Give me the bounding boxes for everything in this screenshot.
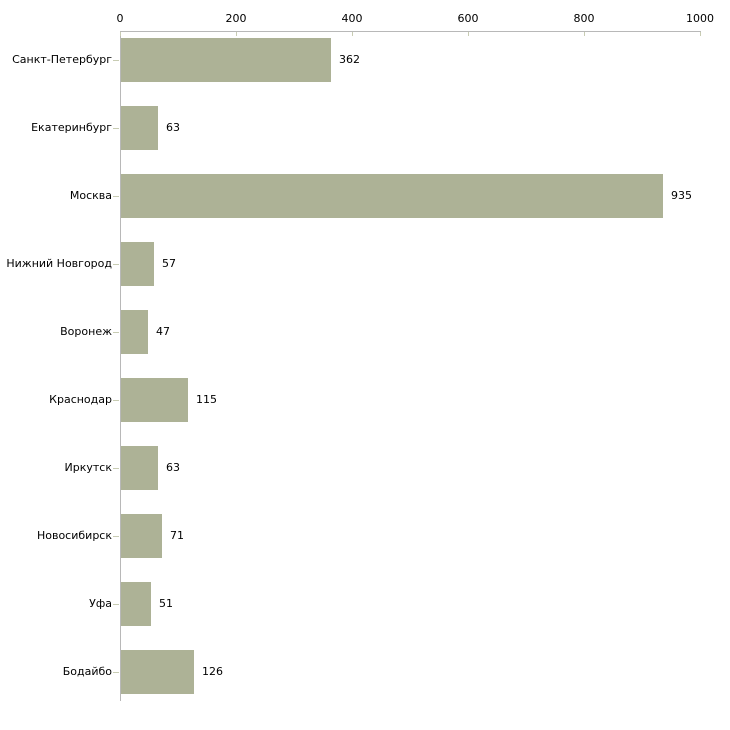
bar-value-label: 362 <box>339 53 360 66</box>
x-axis-tick-label: 0 <box>116 12 124 25</box>
category-label: Уфа <box>89 597 112 610</box>
bar-value-label: 935 <box>671 189 692 202</box>
category-label: Бодайбо <box>62 665 112 678</box>
bar-4 <box>121 242 154 286</box>
bar-value-label: 63 <box>166 461 180 474</box>
x-axis-tick-mark <box>468 32 469 36</box>
x-axis-line <box>120 31 701 32</box>
y-axis-tick-mark <box>113 60 119 61</box>
x-axis-tick-mark <box>120 32 121 36</box>
bar-5 <box>121 310 148 354</box>
category-label: Нижний Новгород <box>6 257 112 270</box>
bar-value-label: 71 <box>170 529 184 542</box>
bar-value-label: 51 <box>159 597 173 610</box>
y-axis-tick-mark <box>113 604 119 605</box>
category-label: Санкт-Петербург <box>12 53 112 66</box>
bar-6 <box>121 378 188 422</box>
x-axis-tick-label: 1000 <box>686 12 714 25</box>
x-axis-tick-mark <box>700 32 701 36</box>
category-label: Москва <box>69 189 112 202</box>
bar-10 <box>121 650 194 694</box>
category-label: Иркутск <box>64 461 112 474</box>
category-label: Воронеж <box>60 325 112 338</box>
bar-value-label: 47 <box>156 325 170 338</box>
category-label: Екатеринбург <box>31 121 112 134</box>
bar-3 <box>121 174 663 218</box>
x-axis-tick-label: 200 <box>225 12 247 25</box>
y-axis-tick-mark <box>113 332 119 333</box>
x-axis-tick-label: 600 <box>457 12 479 25</box>
y-axis-tick-mark <box>113 468 119 469</box>
x-axis-tick-mark <box>352 32 353 36</box>
y-axis-line <box>120 31 121 701</box>
y-axis-tick-mark <box>113 672 119 673</box>
bar-value-label: 63 <box>166 121 180 134</box>
category-label: Краснодар <box>49 393 112 406</box>
category-label: Новосибирск <box>36 529 112 542</box>
y-axis-tick-mark <box>113 196 119 197</box>
bar-2 <box>121 106 158 150</box>
x-axis-tick-label: 800 <box>573 12 595 25</box>
bar-1 <box>121 38 331 82</box>
x-axis-tick-mark <box>584 32 585 36</box>
y-axis-tick-mark <box>113 264 119 265</box>
bar-9 <box>121 582 151 626</box>
x-axis-tick-label: 400 <box>341 12 363 25</box>
x-axis-tick-mark <box>236 32 237 36</box>
y-axis-tick-mark <box>113 536 119 537</box>
bar-7 <box>121 446 158 490</box>
bar-value-label: 57 <box>162 257 176 270</box>
y-axis-tick-mark <box>113 128 119 129</box>
bar-8 <box>121 514 162 558</box>
bar-value-label: 126 <box>202 665 223 678</box>
y-axis-tick-mark <box>113 400 119 401</box>
bar-value-label: 115 <box>196 393 217 406</box>
